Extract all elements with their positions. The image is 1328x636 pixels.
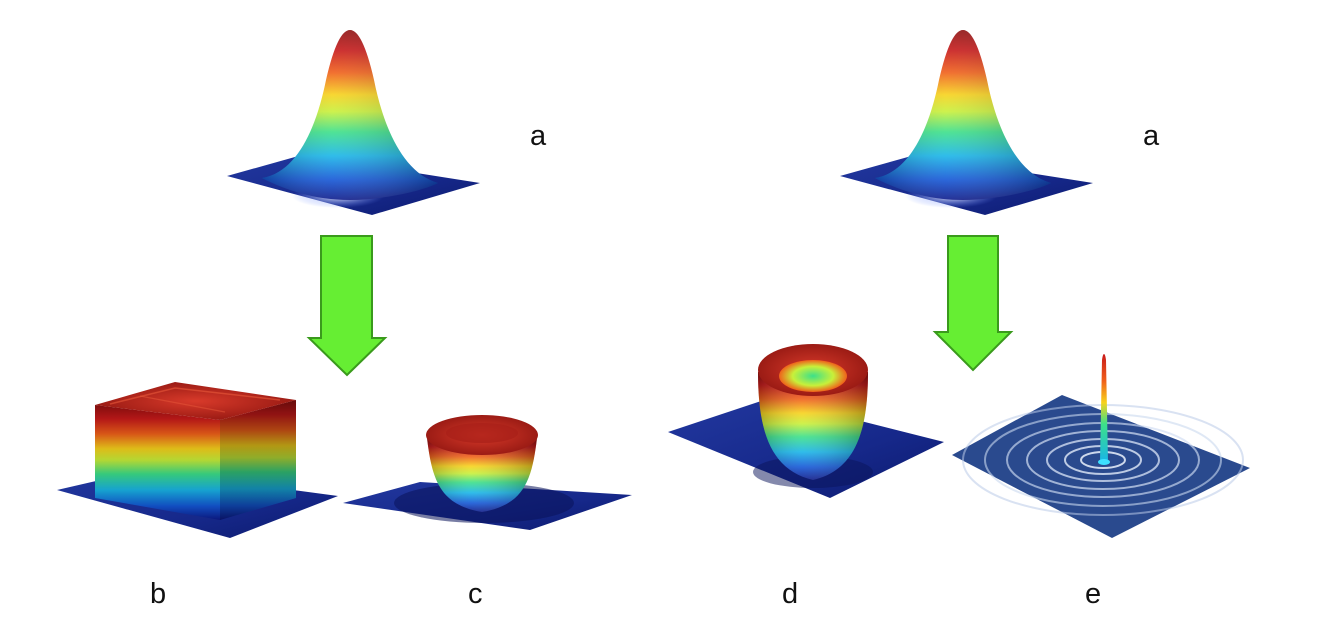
label-a-right: a [1143,120,1160,152]
ring-beam [668,344,944,498]
label-c: c [468,578,483,610]
label-a-left: a [530,120,547,152]
down-arrow-icon-right [932,235,1014,372]
gaussian-beam-icon-left [227,30,480,215]
flat-top-round-beam [343,415,632,530]
label-e: e [1085,578,1102,610]
label-d: d [782,578,799,610]
flat-top-square-beam [57,382,338,538]
down-arrow-icon-left [306,235,388,377]
gaussian-beam-icon-right [840,30,1093,215]
bessel-beam [952,354,1250,538]
label-b: b [150,578,167,610]
